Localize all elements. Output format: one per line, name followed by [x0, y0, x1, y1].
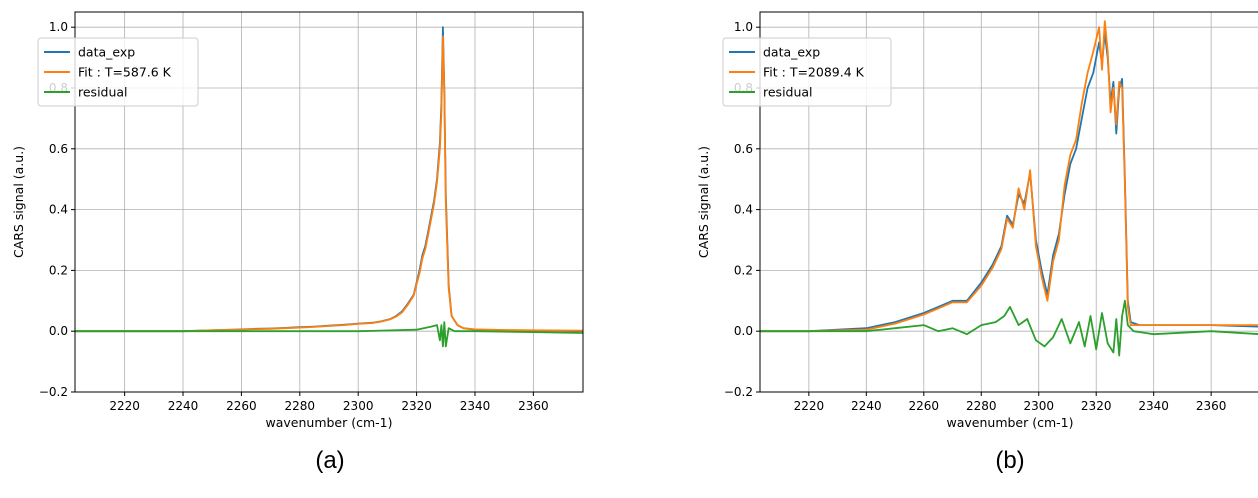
series-line-2: [75, 35, 583, 333]
x-tick-label: 2260: [909, 399, 940, 413]
series-line-2: [760, 20, 1258, 333]
y-tick-label: 1.0: [734, 20, 753, 34]
y-tick-label: −0.2: [724, 385, 753, 399]
x-tick-label: 2260: [226, 399, 257, 413]
y-tick-label: 0.0: [734, 324, 753, 338]
y-tick-label: 0.2: [734, 263, 753, 277]
y-tick-label: −0.2: [39, 385, 68, 399]
x-tick-label: 2280: [285, 399, 316, 413]
x-tick-label: 2220: [109, 399, 140, 413]
legend: data_exp Fit : T=587.6 K residual: [37, 37, 199, 107]
chart-panel-1: 2220 2240 2260 2280 2300 2320 2340 2360 −0.2 0.0 0…: [11, 11, 584, 474]
series-line-3: [760, 299, 1258, 357]
legend-entry: Fit : T=587.6 K: [78, 65, 172, 80]
y-tick-label: 0.4: [49, 203, 68, 217]
legend: data_exp Fit : T=2089.4 K residual: [722, 37, 892, 107]
legend-entry: Fit : T=2089.4 K: [763, 65, 865, 80]
x-tick-label: 2240: [168, 399, 199, 413]
y-tick-label: 0.6: [734, 142, 753, 156]
chart-panel-2: 2220 2240 2260 2280 2300 2320 2340 2360 −0.2 0.0 0…: [696, 11, 1258, 474]
y-tick-label: 0.4: [734, 203, 753, 217]
y-tick-label: 0.2: [49, 263, 68, 277]
x-tick-label: 2240: [851, 399, 882, 413]
axes-frame: [759, 11, 1258, 393]
legend-box: [722, 37, 892, 107]
y-tick-label: 0.0: [49, 324, 68, 338]
legend-box: [37, 37, 199, 107]
x-tick-label: 2320: [1081, 399, 1112, 413]
y-axis-label: CARS signal (a.u.): [696, 146, 711, 258]
plot-area: [75, 26, 583, 348]
y-tick-label: 1.0: [49, 20, 68, 34]
legend-entry: data_exp: [763, 45, 820, 60]
plot-area: [760, 20, 1258, 357]
axes-frame: [74, 11, 584, 393]
y-tick-label: 0.6: [49, 142, 68, 156]
x-tick-label: 2360: [518, 399, 549, 413]
series-line-1: [760, 32, 1258, 333]
series-line-3: [75, 321, 583, 348]
legend-entry: residual: [78, 85, 128, 100]
x-tick-label: 2220: [794, 399, 825, 413]
x-tick-label: 2280: [966, 399, 997, 413]
legend-entry: data_exp: [78, 45, 135, 60]
x-tick-label: 2340: [1138, 399, 1169, 413]
x-tick-label: 2340: [460, 399, 491, 413]
legend-entry: residual: [763, 85, 813, 100]
x-tick-label: 2320: [401, 399, 432, 413]
x-tick-label: 2300: [1023, 399, 1054, 413]
y-axis-label: CARS signal (a.u.): [11, 146, 26, 258]
x-tick-label: 2360: [1196, 399, 1227, 413]
panel-label: (a): [315, 447, 344, 474]
x-axis-label: wavenumber (cm-1): [266, 415, 393, 430]
x-tick-label: 2300: [343, 399, 374, 413]
x-axis-label: wavenumber (cm-1): [947, 415, 1074, 430]
panel-label: (b): [995, 447, 1024, 474]
